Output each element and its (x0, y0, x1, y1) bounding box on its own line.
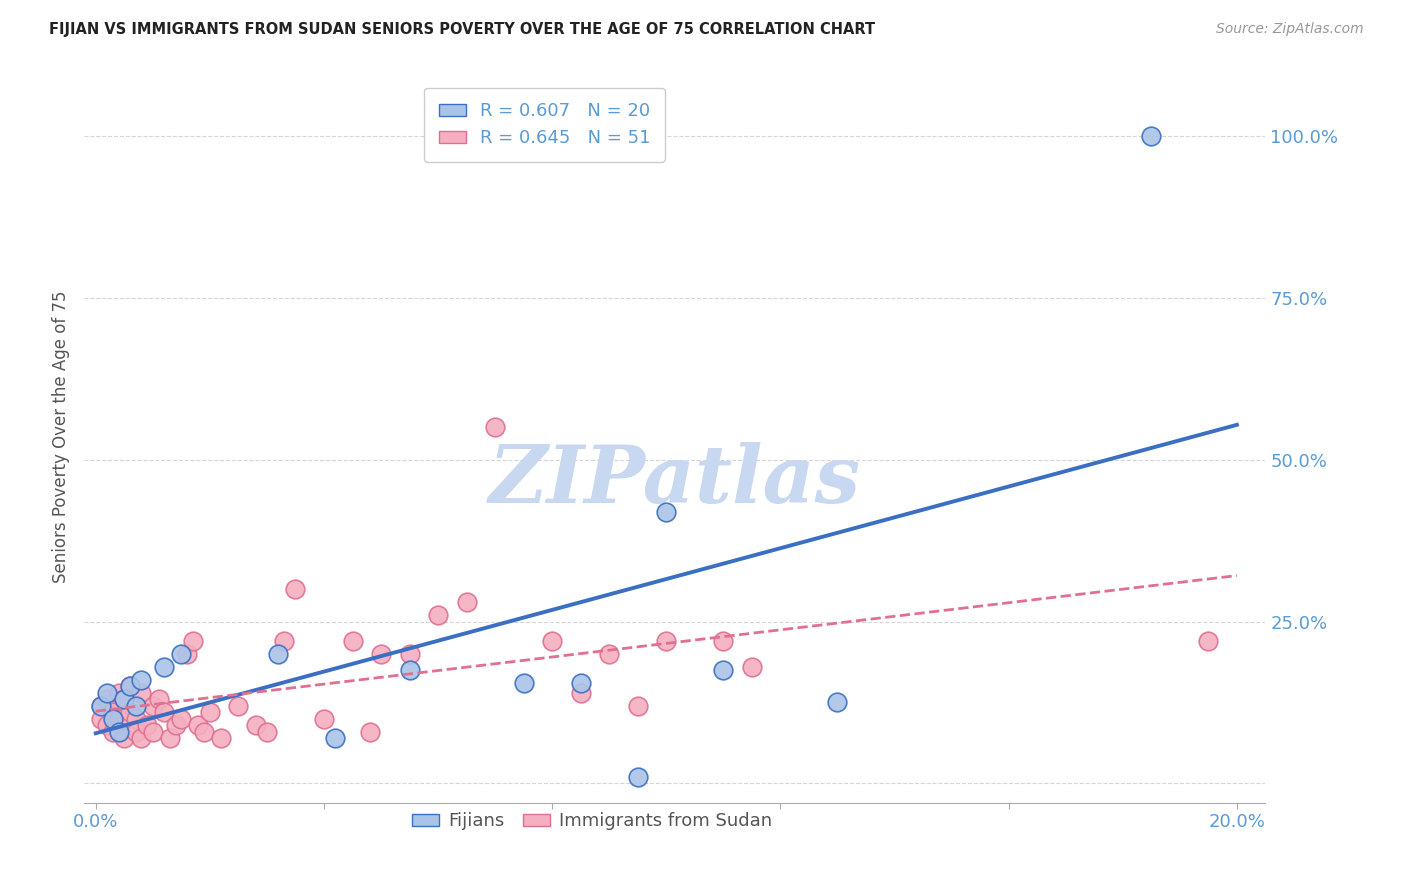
Text: FIJIAN VS IMMIGRANTS FROM SUDAN SENIORS POVERTY OVER THE AGE OF 75 CORRELATION C: FIJIAN VS IMMIGRANTS FROM SUDAN SENIORS … (49, 22, 876, 37)
Point (101, 705, 124, 719)
Point (209, 731, 232, 745)
Point (170, 647, 193, 661)
Point (267, 647, 290, 661)
Text: Source: ZipAtlas.com: Source: ZipAtlas.com (1216, 22, 1364, 37)
Point (655, 504, 678, 518)
Point (655, 634, 678, 648)
Point (359, 724, 381, 739)
Point (107, 724, 129, 739)
Point (1197, 634, 1219, 648)
Y-axis label: Seniors Poverty Over the Age of 75: Seniors Poverty Over the Age of 75 (52, 291, 70, 583)
Point (136, 718, 159, 732)
Point (142, 724, 165, 739)
Point (107, 712, 129, 726)
Point (193, 724, 215, 739)
Point (627, 698, 650, 713)
Point (273, 634, 295, 648)
Point (90, 698, 112, 713)
Point (569, 676, 592, 690)
Point (153, 660, 176, 674)
Point (131, 673, 153, 687)
Point (118, 679, 141, 693)
Point (90, 698, 112, 713)
Point (284, 582, 307, 597)
Point (342, 634, 364, 648)
Point (181, 634, 204, 648)
Point (165, 718, 187, 732)
Point (741, 660, 763, 674)
Text: ZIPatlas: ZIPatlas (489, 442, 860, 520)
Point (598, 647, 620, 661)
Point (101, 724, 124, 739)
Point (125, 712, 148, 726)
Point (187, 718, 209, 732)
Point (398, 647, 420, 661)
Point (569, 686, 592, 700)
Legend: Fijians, Immigrants from Sudan: Fijians, Immigrants from Sudan (405, 805, 779, 838)
Point (96, 718, 118, 732)
Point (118, 705, 141, 719)
Point (176, 647, 198, 661)
Point (153, 705, 176, 719)
Point (245, 718, 267, 732)
Point (112, 692, 135, 706)
Point (112, 692, 135, 706)
Point (131, 686, 153, 700)
Point (118, 679, 141, 693)
Point (627, 770, 650, 784)
Point (541, 634, 564, 648)
Point (228, 698, 250, 713)
Point (125, 724, 148, 739)
Point (325, 731, 347, 745)
Point (427, 608, 450, 623)
Point (142, 698, 165, 713)
Point (112, 731, 135, 745)
Point (131, 731, 153, 745)
Point (456, 595, 478, 609)
Point (711, 634, 734, 648)
Point (159, 731, 181, 745)
Point (96, 692, 118, 706)
Point (96, 686, 118, 700)
Point (827, 696, 849, 710)
Point (148, 692, 170, 706)
Point (711, 663, 734, 677)
Point (90, 712, 112, 726)
Point (398, 663, 420, 677)
Point (101, 712, 124, 726)
Point (512, 676, 534, 690)
Point (125, 698, 148, 713)
Point (484, 420, 506, 434)
Point (107, 686, 129, 700)
Point (256, 724, 278, 739)
Point (370, 647, 392, 661)
Point (170, 712, 193, 726)
Point (198, 705, 221, 719)
Point (1140, 129, 1163, 144)
Point (312, 712, 335, 726)
